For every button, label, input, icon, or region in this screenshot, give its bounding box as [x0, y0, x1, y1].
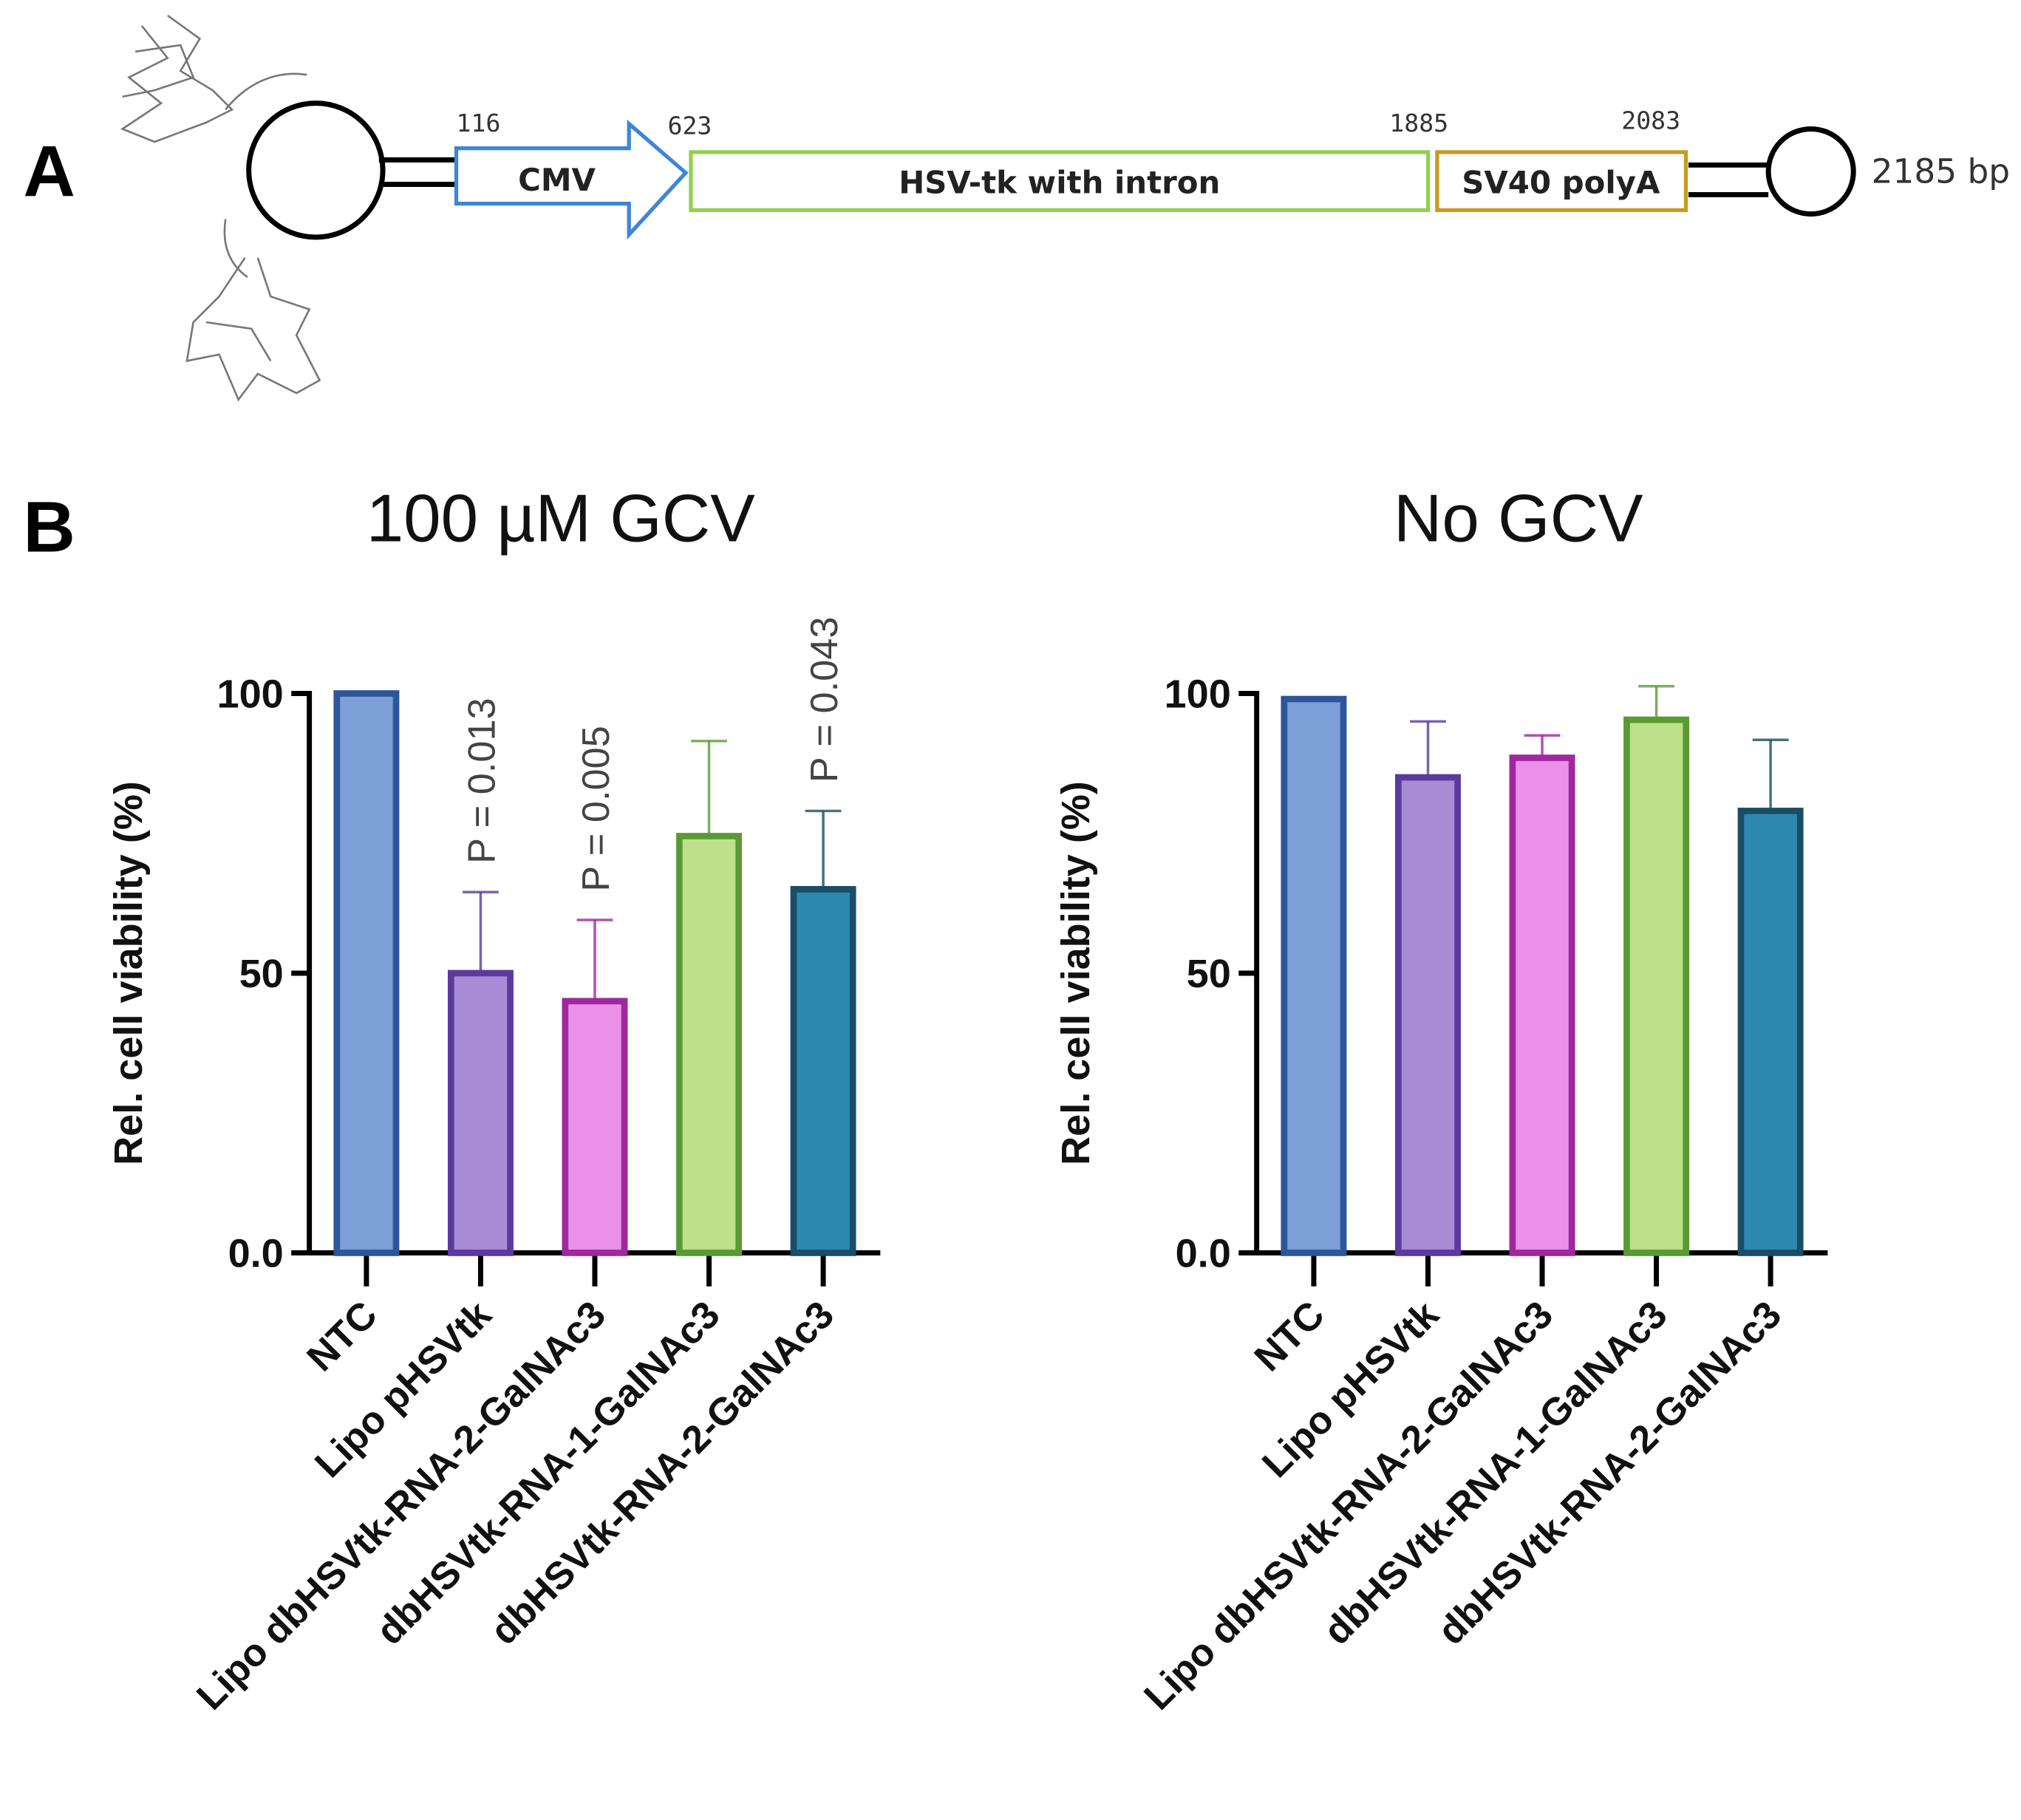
y-tick-label: 50 — [239, 952, 284, 996]
bar — [333, 690, 400, 1256]
position-label: 2083 — [1621, 106, 1680, 134]
x-tick-label: NTC — [299, 1293, 386, 1380]
chart-title: 100 µM GCV — [367, 482, 756, 556]
y-tick-label: 0.0 — [1176, 1232, 1231, 1276]
element-label: HSV-tk with intron — [899, 165, 1220, 201]
y-tick-label: 100 — [217, 672, 284, 717]
bar — [790, 886, 856, 1256]
bar — [1623, 716, 1690, 1256]
x-tick-label: Lipo dbHSVtk-RNA-2-GalNAc3 — [189, 1293, 614, 1718]
chart-title: No GCV — [1394, 482, 1643, 556]
x-tick-label: Lipo dbHSVtk-RNA-2-GalNAc3 — [1136, 1293, 1561, 1718]
position-label: 1885 — [1389, 109, 1448, 137]
x-tick-label: NTC — [1247, 1293, 1333, 1380]
galnac-sugars — [120, 14, 321, 402]
y-tick-label: 100 — [1165, 672, 1231, 717]
element-label: CMV — [518, 162, 596, 198]
panel-label: B — [23, 487, 75, 568]
panel-label: A — [23, 131, 75, 211]
bar — [1394, 774, 1461, 1256]
y-tick-label: 50 — [1187, 952, 1231, 996]
position-label: 623 — [668, 111, 712, 140]
p-value-label: P = 0.043 — [803, 617, 846, 783]
bar — [1281, 695, 1347, 1256]
bar — [1737, 808, 1804, 1256]
y-axis-label: Rel. cell viability (%) — [1054, 781, 1098, 1165]
y-axis-label: Rel. cell viability (%) — [106, 781, 151, 1165]
bar — [676, 833, 742, 1256]
bar — [447, 969, 514, 1256]
p-value-label: P = 0.005 — [575, 726, 618, 891]
length-label: 2185 bp — [1872, 152, 2010, 191]
position-label: 116 — [456, 109, 500, 137]
y-tick-label: 0.0 — [228, 1232, 284, 1276]
bar — [562, 998, 628, 1256]
plasmid — [246, 100, 1856, 240]
bar — [1509, 754, 1575, 1256]
element-label: SV40 polyA — [1462, 165, 1660, 201]
p-value-label: P = 0.013 — [461, 698, 504, 863]
